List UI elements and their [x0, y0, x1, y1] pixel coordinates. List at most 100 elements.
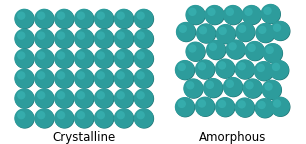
Circle shape [54, 29, 74, 49]
Circle shape [263, 43, 283, 63]
Circle shape [196, 97, 215, 117]
Circle shape [271, 21, 290, 41]
Circle shape [117, 12, 125, 20]
Circle shape [218, 27, 227, 35]
Circle shape [195, 59, 215, 79]
Circle shape [57, 91, 65, 100]
Circle shape [35, 69, 54, 89]
Circle shape [94, 9, 114, 29]
Circle shape [256, 23, 276, 43]
Circle shape [199, 26, 207, 34]
Circle shape [97, 71, 105, 79]
Circle shape [255, 98, 274, 118]
Circle shape [223, 77, 243, 97]
Circle shape [175, 97, 195, 117]
Circle shape [54, 9, 74, 29]
Circle shape [264, 82, 273, 91]
Circle shape [243, 79, 263, 99]
Circle shape [263, 7, 272, 15]
Circle shape [196, 24, 216, 44]
Circle shape [255, 23, 275, 43]
Circle shape [57, 71, 65, 79]
Circle shape [188, 44, 196, 53]
Circle shape [74, 69, 95, 89]
Circle shape [54, 9, 74, 29]
Circle shape [136, 111, 145, 119]
Circle shape [245, 81, 254, 90]
Circle shape [215, 97, 235, 117]
Circle shape [136, 51, 145, 60]
Circle shape [196, 23, 216, 43]
Circle shape [134, 89, 154, 109]
Circle shape [270, 60, 289, 80]
Circle shape [95, 9, 114, 29]
Circle shape [175, 60, 195, 80]
Circle shape [17, 51, 25, 60]
Circle shape [261, 4, 281, 24]
Circle shape [269, 60, 289, 80]
Circle shape [35, 109, 54, 129]
Circle shape [241, 5, 261, 25]
Circle shape [205, 5, 225, 25]
Circle shape [235, 98, 255, 118]
Circle shape [95, 89, 114, 109]
Circle shape [74, 29, 95, 49]
Circle shape [238, 25, 246, 33]
Circle shape [176, 22, 196, 42]
Circle shape [237, 62, 246, 70]
Circle shape [226, 39, 245, 59]
Circle shape [179, 25, 187, 33]
Circle shape [114, 49, 134, 69]
Circle shape [186, 81, 194, 90]
Circle shape [17, 71, 25, 79]
Circle shape [272, 63, 280, 71]
Circle shape [37, 12, 45, 20]
Circle shape [114, 89, 134, 109]
Circle shape [77, 71, 85, 79]
Circle shape [242, 5, 262, 25]
Circle shape [257, 101, 266, 109]
Circle shape [74, 109, 95, 129]
Circle shape [57, 12, 65, 20]
Circle shape [97, 111, 105, 119]
Circle shape [34, 29, 54, 49]
Circle shape [77, 51, 85, 60]
Circle shape [136, 12, 145, 20]
Circle shape [134, 9, 154, 29]
Circle shape [74, 88, 94, 108]
Circle shape [14, 9, 34, 29]
Circle shape [226, 8, 234, 16]
Circle shape [185, 41, 205, 61]
Circle shape [223, 77, 243, 97]
Circle shape [94, 108, 114, 128]
Circle shape [204, 5, 224, 25]
Circle shape [14, 29, 34, 49]
Circle shape [17, 111, 25, 119]
Circle shape [74, 49, 95, 69]
Circle shape [215, 58, 235, 78]
Circle shape [14, 88, 34, 108]
Circle shape [15, 109, 35, 129]
Circle shape [228, 42, 237, 51]
Circle shape [37, 71, 45, 79]
Circle shape [216, 24, 236, 44]
Circle shape [134, 49, 154, 69]
Circle shape [34, 108, 54, 128]
Circle shape [114, 49, 134, 68]
Circle shape [216, 24, 236, 44]
Circle shape [74, 9, 94, 29]
Circle shape [117, 71, 125, 79]
Circle shape [236, 22, 256, 42]
Circle shape [175, 97, 195, 117]
Circle shape [198, 99, 206, 108]
Text: Amorphous: Amorphous [199, 131, 266, 144]
Circle shape [57, 31, 65, 40]
Circle shape [218, 100, 226, 108]
Circle shape [134, 69, 154, 89]
Circle shape [54, 49, 74, 68]
Circle shape [34, 88, 54, 108]
Circle shape [226, 40, 246, 60]
Circle shape [243, 78, 263, 98]
Circle shape [134, 29, 154, 49]
Circle shape [186, 5, 206, 25]
